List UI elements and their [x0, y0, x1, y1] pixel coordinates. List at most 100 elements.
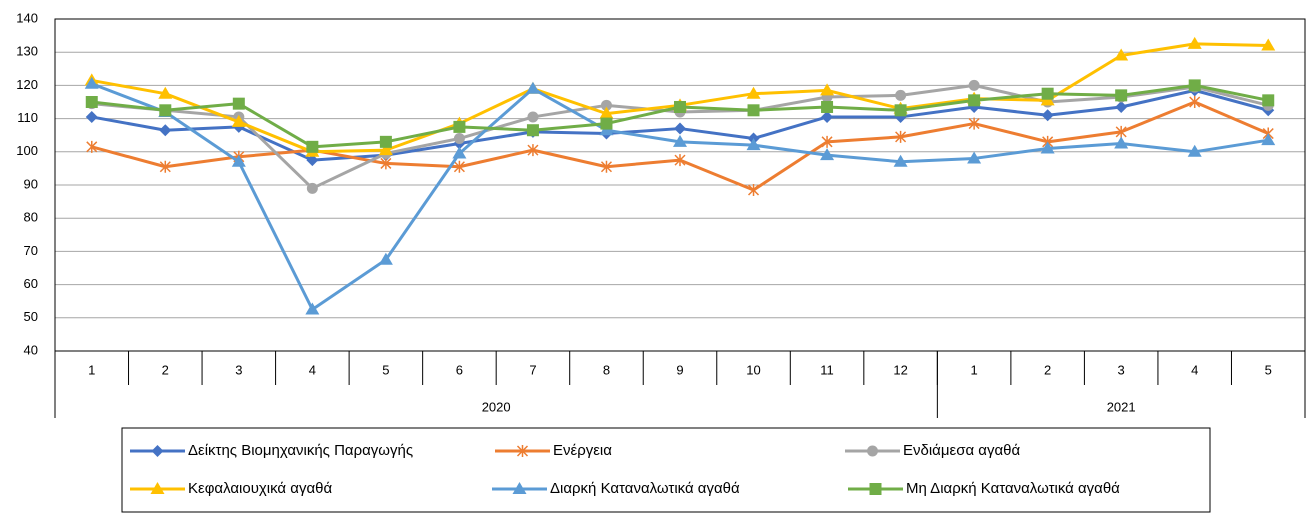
x-tick-label: 12 [893, 362, 907, 377]
marker [1187, 36, 1202, 49]
marker [1262, 94, 1275, 107]
marker [231, 154, 246, 167]
x-tick-label: 10 [746, 362, 760, 377]
marker [453, 160, 465, 173]
marker [1040, 141, 1055, 154]
legend-item: Κεφαλαιουχικά αγαθά [130, 480, 332, 497]
marker [1261, 133, 1276, 146]
marker [894, 104, 907, 117]
y-tick-label: 70 [24, 243, 38, 258]
series-line [91, 82, 1269, 311]
marker [159, 104, 172, 117]
x-tick-label: 6 [456, 362, 463, 377]
y-tick-label: 90 [24, 176, 38, 191]
marker [674, 100, 686, 113]
marker [84, 76, 99, 89]
marker [305, 302, 320, 315]
legend-item: Διαρκή Καταναλωτικά αγαθά [492, 480, 740, 497]
marker [380, 157, 392, 170]
legend-item: Ενέργεια [495, 442, 612, 459]
marker [895, 89, 907, 101]
legend-label: Ενδιάμεσα αγαθά [903, 442, 1020, 459]
plot-border [54, 18, 1306, 352]
marker [1041, 109, 1054, 122]
marker [150, 482, 165, 494]
marker [1188, 79, 1201, 92]
x-tick-label: 1 [88, 362, 95, 377]
marker [747, 104, 760, 117]
marker [231, 114, 246, 127]
legend-label: Δείκτης Βιομηχανικής Παραγωγής [188, 442, 413, 459]
marker [525, 81, 540, 94]
x-tick-label: 7 [529, 362, 536, 377]
marker [599, 106, 614, 119]
marker [673, 134, 687, 147]
marker [232, 97, 245, 110]
y-tick-label: 120 [16, 77, 38, 92]
x-tick-label: 9 [676, 362, 683, 377]
marker [306, 182, 318, 194]
marker [453, 120, 466, 133]
y-tick-label: 110 [17, 110, 38, 125]
marker [378, 252, 393, 265]
marker [378, 143, 393, 156]
marker [869, 483, 882, 495]
marker [746, 138, 761, 151]
marker [1189, 96, 1201, 108]
marker [1114, 48, 1129, 61]
marker [85, 96, 98, 108]
x-tick-label: 2 [1044, 362, 1051, 377]
marker [968, 117, 980, 130]
x-tick-label: 4 [1191, 362, 1198, 377]
marker [306, 140, 319, 153]
y-tick-label: 80 [24, 210, 38, 225]
x-tick-label: 11 [820, 362, 834, 377]
x-tick-label: 8 [603, 362, 610, 377]
marker [158, 86, 173, 99]
x-tick-label: 3 [235, 362, 242, 377]
marker [1114, 136, 1129, 149]
marker [516, 445, 529, 457]
marker [1115, 89, 1128, 102]
y-tick-label: 60 [24, 276, 38, 291]
marker [453, 133, 465, 145]
y-tick-label: 140 [16, 10, 38, 25]
x-tick-label: 4 [309, 362, 316, 377]
legend-item: Ενδιάμεσα αγαθά [845, 442, 1020, 459]
marker [526, 124, 539, 137]
marker [379, 135, 392, 148]
marker [527, 111, 539, 123]
legend-label: Κεφαλαιουχικά αγαθά [188, 480, 332, 497]
marker [821, 135, 833, 148]
marker [821, 110, 834, 123]
x-tick-label: 2 [162, 362, 169, 377]
marker [1115, 100, 1128, 113]
marker [1115, 125, 1127, 138]
marker [1041, 87, 1054, 100]
marker [674, 154, 686, 167]
x-tick-label: 5 [1265, 362, 1272, 377]
marker [600, 160, 613, 173]
legend-item: Μη Διαρκή Καταναλωτικά αγαθά [848, 480, 1120, 497]
marker [306, 154, 319, 167]
marker [967, 151, 982, 164]
marker [512, 482, 527, 494]
marker [1187, 144, 1202, 157]
x-tick-label: 1 [971, 362, 978, 377]
marker [895, 130, 907, 143]
x-tick-label: 5 [382, 362, 389, 377]
y-tick-label: 100 [16, 143, 38, 158]
marker [893, 154, 908, 167]
marker [820, 83, 835, 96]
legend-item: Δείκτης Βιομηχανικής Παραγωγής [130, 442, 413, 459]
legend-label: Διαρκή Καταναλωτικά αγαθά [550, 480, 740, 497]
marker [820, 148, 835, 161]
marker [85, 110, 98, 123]
marker [151, 445, 164, 457]
marker [867, 445, 878, 457]
marker [968, 79, 980, 91]
marker [747, 183, 760, 196]
group-label: 2020 [482, 399, 511, 414]
marker [527, 144, 539, 157]
